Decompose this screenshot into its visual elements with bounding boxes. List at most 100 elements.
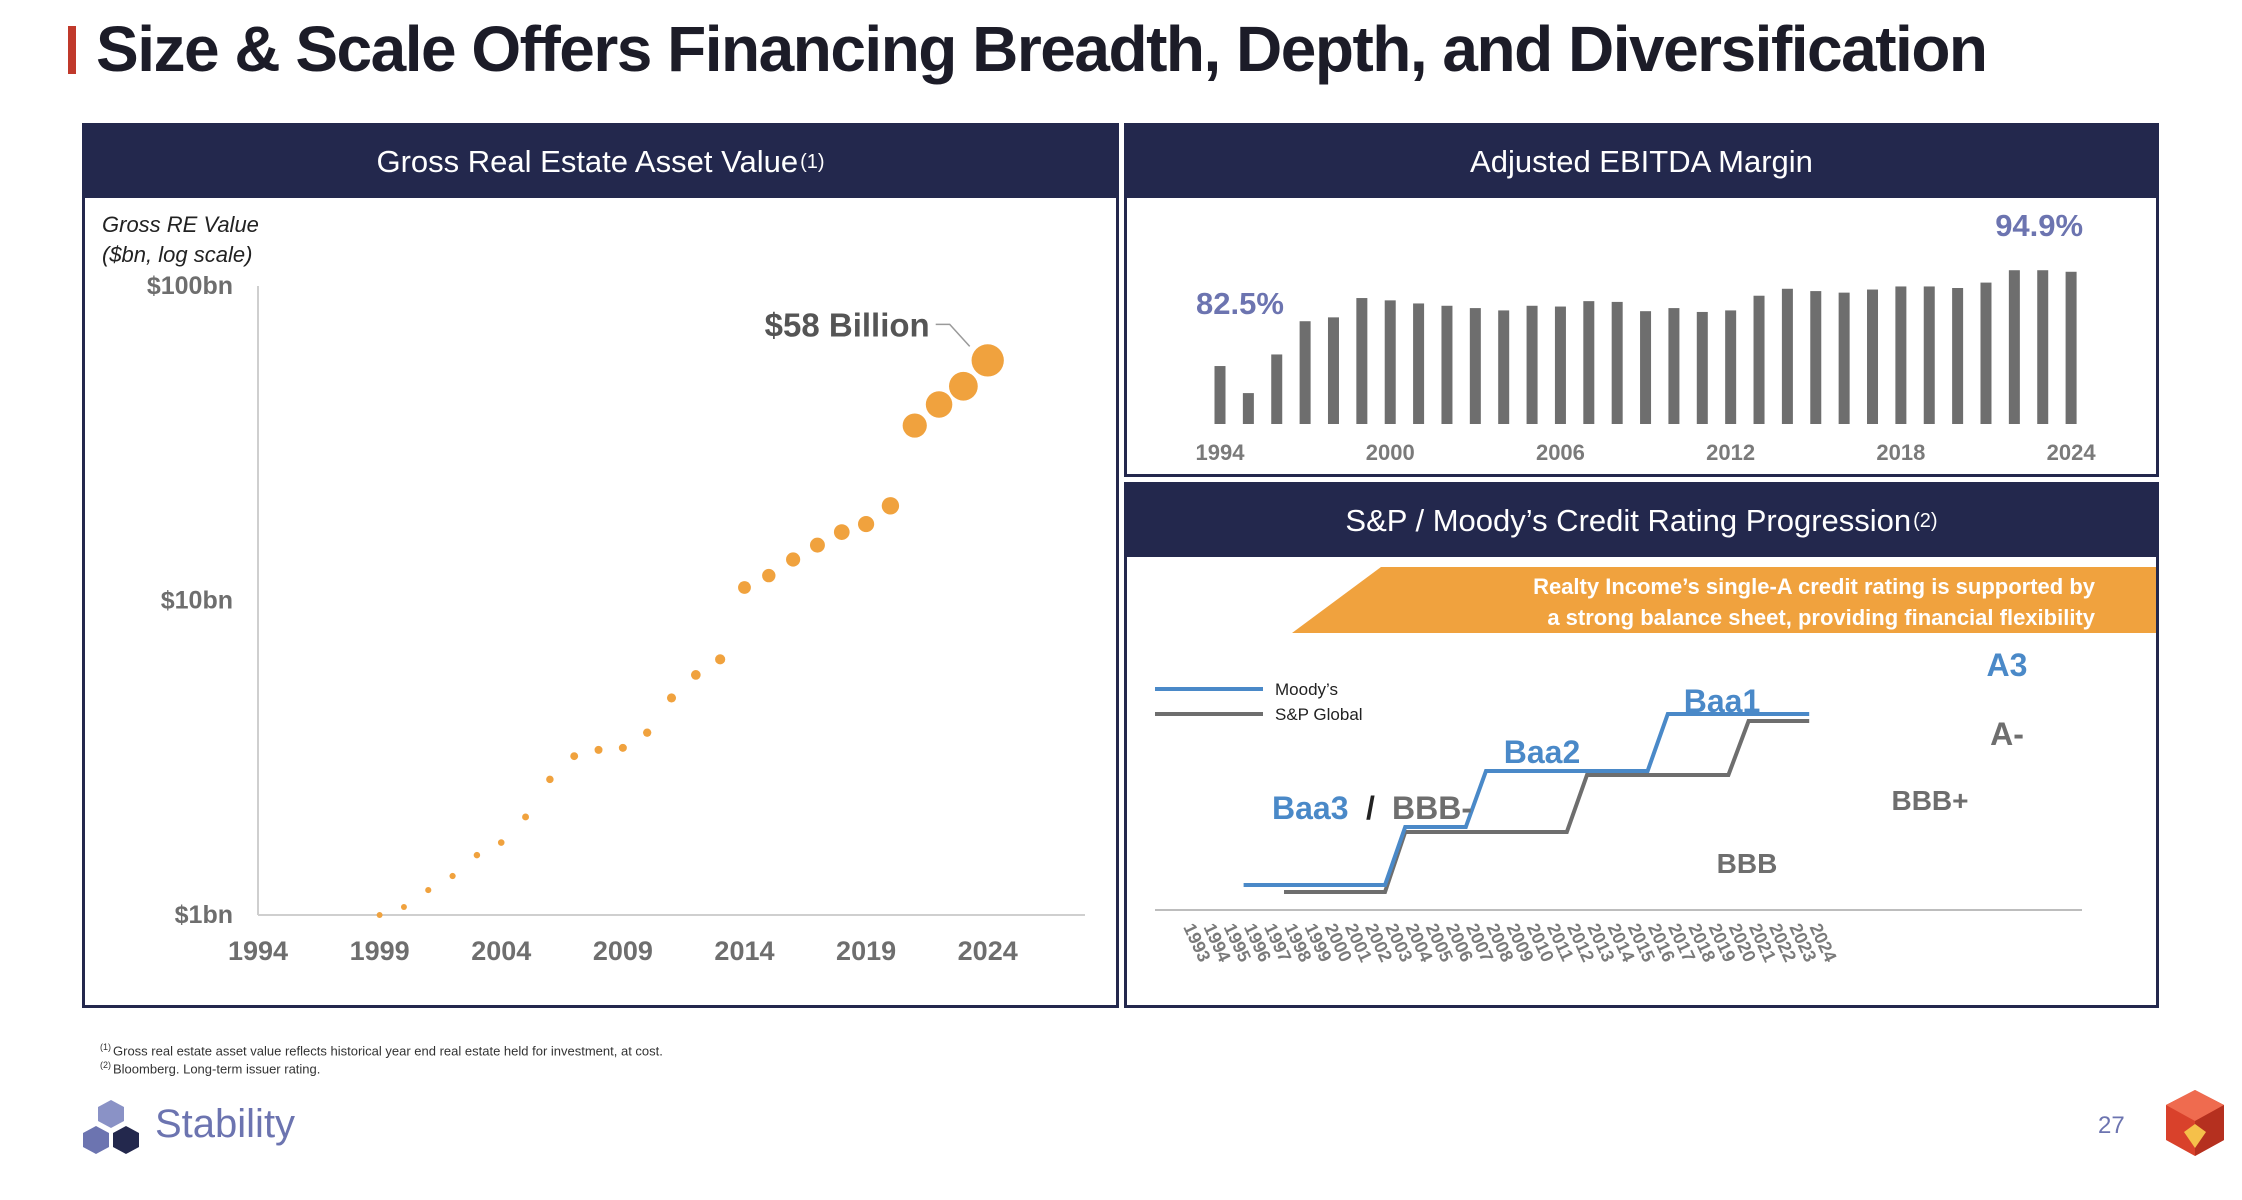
credit-rating-label: A3 — [1987, 647, 2028, 683]
gross-re-x-tick-label: 2019 — [836, 936, 896, 966]
ebitda-bar — [1242, 393, 1254, 424]
gross-re-x-tick-label: 2024 — [958, 936, 1018, 966]
title-accent-bar — [68, 26, 76, 74]
footnote-2-text: Bloomberg. Long-term issuer rating. — [113, 1061, 321, 1077]
gross-re-annotation-label: $58 Billion — [765, 306, 930, 343]
credit-title-sup: (2) — [1913, 509, 1938, 532]
gross-re-point — [546, 775, 554, 784]
gross-re-chart: Gross RE Value ($bn, log scale) $1bn $10bn $… — [102, 212, 1085, 966]
ebitda-bar — [1952, 288, 1964, 424]
gross-re-point — [594, 745, 603, 754]
credit-rating-label: A- — [1990, 716, 2024, 752]
gross-re-title: Gross Real Estate Asset Value — [376, 144, 799, 179]
ebitda-x-tick-label: 2018 — [1876, 440, 1925, 465]
ebitda-bar — [1838, 292, 1850, 424]
gross-re-annotation-leader — [935, 323, 971, 347]
gross-re-point — [925, 391, 953, 418]
gross-re-point — [690, 670, 701, 680]
gross-re-point — [473, 851, 481, 859]
credit-panel-header: S&P / Moody’s Credit Rating Progression(… — [1127, 485, 2156, 557]
gross-re-point — [949, 371, 978, 401]
gross-re-point — [738, 581, 751, 594]
credit-rating-label: BBB — [1717, 848, 1778, 879]
ebitda-bar — [1469, 308, 1481, 424]
credit-legend-moodys-label: Moody’s — [1275, 680, 1338, 699]
ebitda-bar — [2065, 271, 2077, 424]
footnote-1-mark: (1) — [100, 1042, 111, 1052]
ebitda-bar — [1413, 303, 1425, 424]
ebitda-x-tick-label: 2012 — [1706, 440, 1755, 465]
credit-callout-line2: a strong balance sheet, providing financ… — [1547, 605, 2095, 630]
ebitda-bar — [1867, 289, 1879, 424]
gross-re-point — [902, 413, 927, 438]
credit-callout-line1: Realty Income’s single-A credit rating i… — [1533, 574, 2096, 599]
footnote-1-text: Gross real estate asset value reflects h… — [113, 1043, 663, 1059]
company-logo-icon — [2166, 1090, 2224, 1156]
credit-rating-label: Baa3 — [1272, 790, 1349, 826]
gross-re-y-tick-label: $10bn — [161, 587, 233, 615]
ebitda-chart: 1994 2000 2006 2012 2018 2024 82.5% 94.9% — [1196, 208, 2097, 465]
ebitda-bar — [1327, 317, 1339, 424]
gross-re-point — [449, 872, 456, 880]
gross-re-x-tick-label: 2009 — [593, 936, 653, 966]
gross-re-point — [618, 743, 627, 752]
ebitda-bar — [1526, 305, 1538, 424]
section-label: Stability — [155, 1102, 296, 1146]
ebitda-bar — [1696, 311, 1708, 424]
gross-re-point — [400, 904, 407, 911]
gross-re-ylabel-line1: Gross RE Value — [102, 212, 259, 237]
credit-rating-label: Baa1 — [1684, 683, 1761, 719]
gross-re-point — [570, 752, 579, 761]
gross-re-point — [762, 568, 776, 583]
ebitda-bar — [1356, 298, 1368, 424]
ebitda-bar — [1498, 310, 1510, 424]
ebitda-title: Adjusted EBITDA Margin — [1470, 144, 1813, 179]
gross-re-point — [971, 344, 1004, 377]
gross-re-point — [881, 497, 900, 515]
gross-re-y-tick-label: $1bn — [175, 901, 233, 929]
gross-re-point — [809, 537, 825, 553]
gross-re-point — [857, 515, 875, 533]
credit-rating-label: BBB+ — [1891, 785, 1968, 816]
credit-rating-label: BBB- — [1392, 790, 1472, 826]
credit-rating-label: Baa2 — [1504, 734, 1581, 770]
gross-re-x-tick-label: 1994 — [228, 936, 288, 966]
credit-title: S&P / Moody’s Credit Rating Progression — [1345, 503, 1912, 538]
gross-re-panel: Gross Real Estate Asset Value (1) Gross R… — [82, 123, 1119, 1008]
ebitda-bar — [2008, 270, 2020, 424]
gross-re-x-tick-label: 2014 — [714, 936, 774, 966]
ebitda-x-tick-label: 1994 — [1196, 440, 1246, 465]
credit-moodys-line — [1243, 712, 1810, 887]
gross-re-y-tick-label: $100bn — [147, 272, 233, 300]
gross-re-title-sup: (1) — [800, 150, 825, 173]
ebitda-bar — [1923, 286, 1935, 424]
ebitda-bar — [1640, 311, 1652, 424]
gross-re-point — [376, 912, 383, 918]
ebitda-bar — [1611, 301, 1623, 424]
gross-re-x-tick-label: 2004 — [471, 936, 531, 966]
ebitda-value-label: 82.5% — [1196, 286, 1284, 321]
gross-re-point — [715, 654, 726, 665]
footnote-1: (1) Gross real estate asset value reflect… — [100, 1042, 663, 1058]
ebitda-bar — [1299, 321, 1311, 424]
ebitda-bar — [1271, 354, 1283, 424]
stability-cubes-icon — [83, 1100, 139, 1154]
gross-re-point — [643, 728, 652, 737]
footnote-2: (2) Bloomberg. Long-term issuer rating. — [100, 1060, 320, 1076]
ebitda-bar — [1781, 288, 1793, 424]
ebitda-panel-header: Adjusted EBITDA Margin — [1127, 126, 2156, 198]
footnote-2-mark: (2) — [100, 1060, 111, 1070]
ebitda-bar — [1980, 282, 1992, 424]
gross-re-point — [666, 693, 677, 703]
gross-re-panel-header: Gross Real Estate Asset Value (1) — [85, 126, 1116, 198]
ebitda-x-tick-label: 2000 — [1366, 440, 1415, 465]
ebitda-bar — [1583, 301, 1595, 424]
credit-sp-line — [1284, 719, 1810, 894]
page-number: 27 — [2098, 1112, 2125, 1139]
gross-re-point — [786, 552, 801, 567]
ebitda-bar — [1554, 306, 1566, 424]
credit-panel: S&P / Moody’s Credit Rating Progression(… — [1124, 482, 2159, 1008]
ebitda-bar — [2037, 270, 2049, 424]
credit-callout-banner — [1292, 567, 2156, 633]
gross-re-point — [497, 839, 505, 846]
